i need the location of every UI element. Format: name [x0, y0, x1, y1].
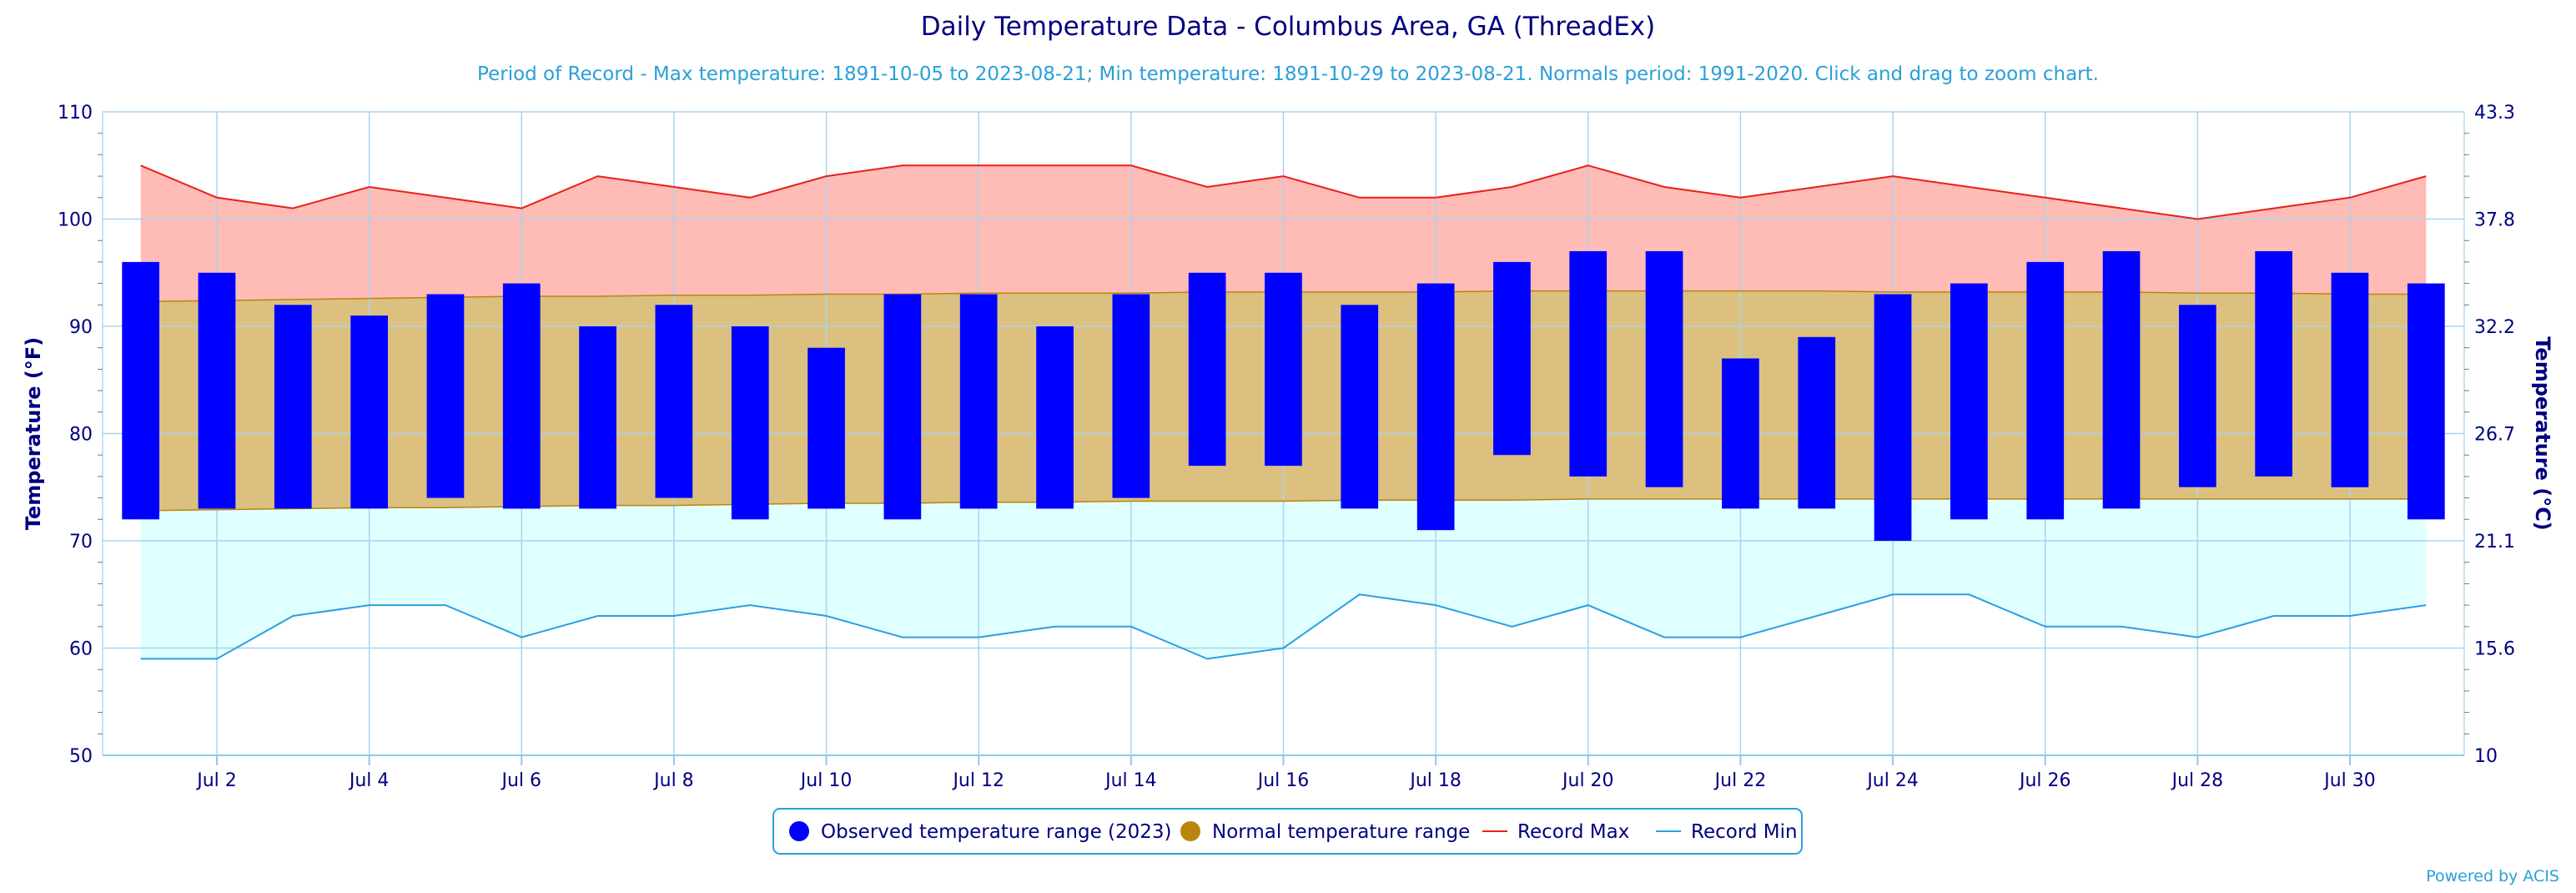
x-tick-label: Jul 22 [1713, 770, 1767, 791]
observed-range-bar[interactable] [122, 261, 159, 520]
observed-range-bar[interactable] [1798, 336, 1836, 509]
observed-range-bar[interactable] [198, 272, 236, 509]
x-tick-label: Jul 6 [501, 770, 542, 791]
observed-range-bar[interactable] [579, 326, 616, 509]
observed-range-bar[interactable] [2102, 251, 2141, 509]
observed-range-bar[interactable] [2026, 261, 2065, 520]
x-tick-label: Jul 26 [2018, 770, 2071, 791]
chart-title: Daily Temperature Data - Columbus Area, … [921, 12, 1655, 42]
observed-range-bar[interactable] [2179, 305, 2216, 487]
observed-range-bar[interactable] [1874, 294, 1912, 542]
observed-range-bar[interactable] [883, 294, 922, 520]
legend: Observed temperature range (2023) Normal … [772, 808, 1803, 855]
y-tick-label-right: 37.8 [2474, 210, 2515, 231]
observed-range-bar[interactable] [1493, 261, 1531, 456]
observed-range-bar[interactable] [731, 326, 769, 520]
x-tick-label: Jul 4 [348, 770, 390, 791]
legend-item-record-min[interactable]: Record Min [1656, 821, 1798, 843]
legend-box [772, 808, 1803, 855]
observed-range-bar[interactable] [1416, 283, 1455, 531]
legend-label: Record Min [1691, 821, 1798, 843]
observed-range-bar[interactable] [1645, 251, 1683, 487]
x-tick-label: Jul 12 [951, 770, 1004, 791]
y-tick-label-right: 10 [2474, 746, 2498, 767]
observed-range-bar[interactable] [959, 294, 998, 509]
y-tick-label-left: 110 [58, 103, 93, 124]
legend-item-record-max[interactable]: Record Max [1482, 821, 1629, 843]
observed-range-bar[interactable] [426, 294, 465, 498]
x-tick-label: Jul 14 [1104, 770, 1157, 791]
observed-range-bar[interactable] [350, 315, 388, 509]
y-tick-label-left: 100 [58, 210, 93, 231]
y-tick-label-left: 50 [69, 746, 93, 767]
legend-item-normal[interactable]: Normal temperature range [1180, 821, 1470, 843]
x-tick-label: Jul 2 [195, 770, 237, 791]
legend-label: Record Max [1517, 821, 1629, 843]
observed-range-bar[interactable] [655, 305, 693, 498]
legend-item-observed[interactable]: Observed temperature range (2023) [789, 821, 1172, 843]
x-tick-label: Jul 20 [1561, 770, 1614, 791]
y-tick-label-right: 26.7 [2474, 425, 2515, 446]
legend-label: Observed temperature range (2023) [821, 821, 1172, 843]
observed-range-bar[interactable] [2255, 251, 2292, 477]
y-tick-label-left: 90 [69, 317, 93, 338]
observed-range-bar[interactable] [1188, 272, 1226, 467]
powered-by-credit[interactable]: Powered by ACIS [2426, 867, 2559, 885]
y-tick-label-right: 32.2 [2474, 317, 2515, 338]
y-axis-title-right: Temperature (°C) [2531, 336, 2554, 531]
observed-range-bar[interactable] [1112, 294, 1150, 498]
y-tick-label-right: 21.1 [2474, 532, 2515, 552]
observed-range-bar[interactable] [502, 283, 541, 509]
y-tick-label-left: 70 [69, 532, 93, 552]
legend-label: Normal temperature range [1212, 821, 1470, 843]
observed-range-bar[interactable] [1722, 358, 1759, 509]
x-tick-label: Jul 8 [652, 770, 694, 791]
observed-range-bar[interactable] [2331, 272, 2369, 487]
y-tick-label-right: 15.6 [2474, 639, 2515, 660]
axes: 50 60 70 80 90 100 110 10 15.6 21.1 26.7 32.2 37.8 43… [58, 103, 2515, 791]
chart-subtitle: Period of Record - Max temperature: 1891… [477, 63, 2099, 85]
observed-range-bar[interactable] [274, 305, 312, 509]
observed-range-bar[interactable] [808, 347, 845, 509]
plot-area[interactable] [103, 111, 2464, 756]
x-tick-label: Jul 18 [1408, 770, 1462, 791]
record-max-line[interactable] [140, 164, 2427, 220]
observed-range-bar[interactable] [1265, 272, 1302, 467]
y-tick-label-left: 60 [69, 639, 93, 660]
observed-range-bar[interactable] [1569, 251, 1607, 477]
legend-symbol [789, 821, 809, 841]
y-tick-label-right: 43.3 [2474, 103, 2515, 124]
y-axis-title-left: Temperature (°F) [22, 337, 45, 530]
x-tick-label: Jul 28 [2171, 770, 2224, 791]
observed-range-bar[interactable] [1341, 305, 1379, 509]
x-tick-label: Jul 24 [1865, 770, 1919, 791]
x-tick-label: Jul 30 [2322, 770, 2376, 791]
legend-symbol [1180, 821, 1200, 841]
observed-range-bar[interactable] [2407, 283, 2445, 520]
x-tick-label: Jul 10 [799, 770, 853, 791]
y-tick-label-left: 80 [69, 425, 93, 446]
record-min-line[interactable] [140, 593, 2427, 660]
observed-range-bar[interactable] [1036, 326, 1074, 509]
x-tick-label: Jul 16 [1256, 770, 1310, 791]
observed-range-bar[interactable] [1950, 283, 1988, 520]
